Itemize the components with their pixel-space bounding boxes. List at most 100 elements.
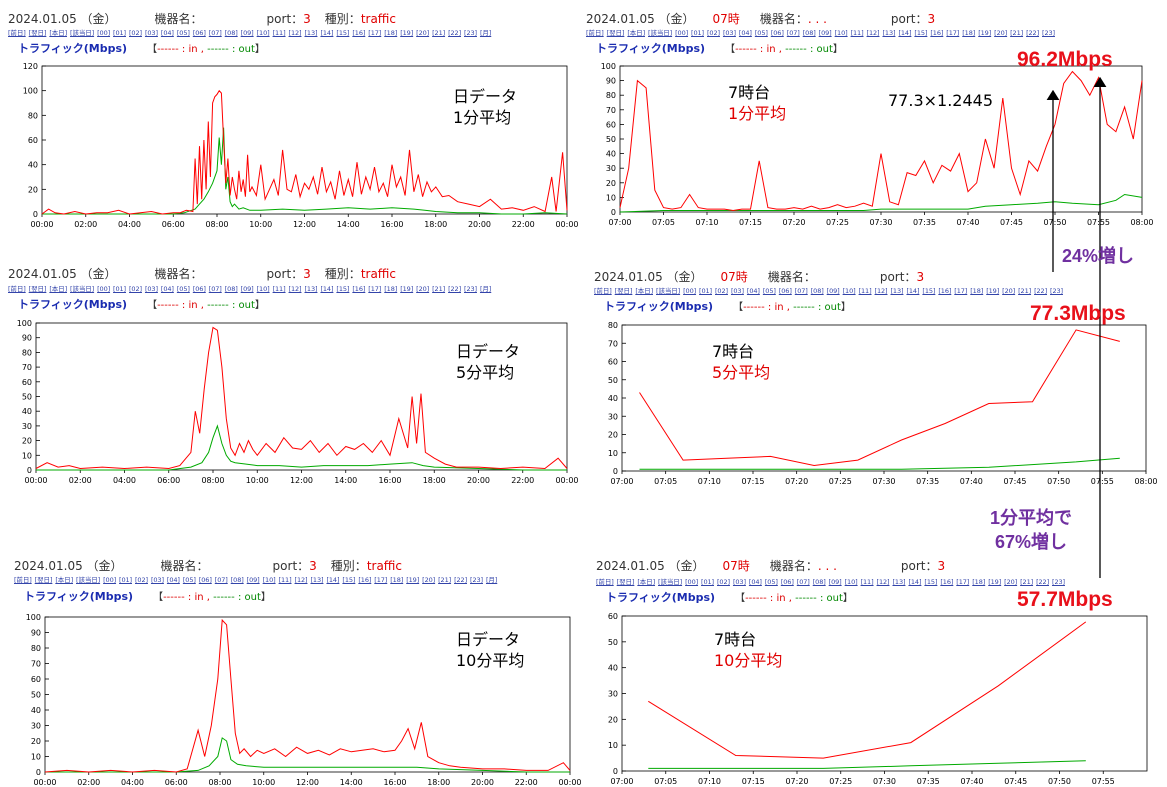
- nav-link[interactable]: [14]: [906, 287, 920, 295]
- nav-link[interactable]: [11]: [860, 578, 874, 586]
- nav-link[interactable]: [翌日]: [28, 29, 47, 37]
- nav-link[interactable]: [16]: [352, 285, 366, 293]
- nav-link[interactable]: [21]: [432, 285, 446, 293]
- nav-link[interactable]: [06]: [198, 576, 212, 584]
- nav-link[interactable]: [03]: [732, 578, 746, 586]
- nav-link[interactable]: [07]: [208, 29, 222, 37]
- nav-link[interactable]: [本日]: [49, 29, 68, 37]
- nav-link[interactable]: [03]: [730, 287, 744, 295]
- nav-link[interactable]: [17]: [946, 29, 960, 37]
- nav-link[interactable]: [20]: [416, 29, 430, 37]
- nav-link[interactable]: [07]: [786, 29, 800, 37]
- nav-link[interactable]: [04]: [166, 576, 180, 584]
- nav-link[interactable]: [05]: [764, 578, 778, 586]
- nav-link[interactable]: [11]: [858, 287, 872, 295]
- nav-link[interactable]: [20]: [994, 29, 1008, 37]
- nav-link[interactable]: [04]: [160, 285, 174, 293]
- nav-link[interactable]: [02]: [135, 576, 148, 584]
- nav-link[interactable]: [00]: [97, 29, 111, 37]
- nav-link[interactable]: [23]: [1050, 287, 1063, 295]
- nav-link[interactable]: [10]: [834, 29, 848, 37]
- nav-link[interactable]: [10]: [262, 576, 276, 584]
- nav-link[interactable]: [01]: [691, 29, 704, 37]
- nav-link[interactable]: [20]: [1002, 287, 1016, 295]
- nav-link[interactable]: [09]: [826, 287, 840, 295]
- nav-link[interactable]: [09]: [240, 285, 254, 293]
- nav-link[interactable]: [09]: [240, 29, 254, 37]
- nav-link[interactable]: [12]: [874, 287, 888, 295]
- nav-link[interactable]: [05]: [182, 576, 196, 584]
- nav-link[interactable]: [22]: [454, 576, 468, 584]
- nav-link[interactable]: [16]: [938, 287, 952, 295]
- nav-link[interactable]: [翌日]: [606, 29, 625, 37]
- nav-link[interactable]: [12]: [288, 285, 302, 293]
- nav-link[interactable]: [14]: [320, 285, 334, 293]
- nav-link[interactable]: [21]: [438, 576, 452, 584]
- nav-link[interactable]: [13]: [304, 29, 318, 37]
- nav-link[interactable]: [02]: [129, 285, 142, 293]
- nav-link[interactable]: [本日]: [635, 287, 654, 295]
- nav-link[interactable]: [20]: [422, 576, 436, 584]
- nav-link[interactable]: [13]: [890, 287, 904, 295]
- nav-link[interactable]: [19]: [978, 29, 992, 37]
- nav-link[interactable]: [13]: [892, 578, 906, 586]
- nav-link[interactable]: [09]: [818, 29, 832, 37]
- nav-link[interactable]: [15]: [336, 29, 350, 37]
- nav-link[interactable]: [前日]: [594, 287, 612, 295]
- nav-link[interactable]: [03]: [144, 285, 158, 293]
- nav-link[interactable]: [16]: [352, 29, 366, 37]
- nav-link[interactable]: [翌日]: [28, 285, 47, 293]
- nav-link[interactable]: [06]: [192, 29, 206, 37]
- nav-link[interactable]: [12]: [866, 29, 880, 37]
- nav-link[interactable]: [03]: [722, 29, 736, 37]
- nav-link[interactable]: [翌日]: [614, 287, 633, 295]
- nav-link[interactable]: [16]: [358, 576, 372, 584]
- nav-link[interactable]: [22]: [1034, 287, 1048, 295]
- nav-link[interactable]: [前日]: [586, 29, 604, 37]
- nav-link[interactable]: [11]: [272, 29, 286, 37]
- nav-link[interactable]: [01]: [113, 29, 126, 37]
- nav-link[interactable]: [10]: [842, 287, 856, 295]
- nav-link[interactable]: [07]: [796, 578, 810, 586]
- nav-link[interactable]: [00]: [683, 287, 697, 295]
- nav-link[interactable]: [01]: [119, 576, 132, 584]
- nav-link[interactable]: [00]: [675, 29, 689, 37]
- nav-link[interactable]: [22]: [1036, 578, 1050, 586]
- nav-link[interactable]: [12]: [288, 29, 302, 37]
- nav-link[interactable]: [00]: [97, 285, 111, 293]
- nav-link[interactable]: [15]: [914, 29, 928, 37]
- nav-link[interactable]: [00]: [685, 578, 699, 586]
- nav-link[interactable]: [該当日]: [658, 578, 683, 586]
- nav-link[interactable]: [23]: [1052, 578, 1065, 586]
- nav-link[interactable]: [該当日]: [70, 29, 95, 37]
- nav-link[interactable]: [20]: [1004, 578, 1018, 586]
- nav-link[interactable]: [18]: [384, 285, 398, 293]
- nav-link[interactable]: [07]: [208, 285, 222, 293]
- nav-link[interactable]: [08]: [224, 29, 238, 37]
- nav-link[interactable]: [17]: [954, 287, 968, 295]
- nav-link[interactable]: [該当日]: [76, 576, 101, 584]
- nav-link[interactable]: [13]: [304, 285, 318, 293]
- nav-link[interactable]: [該当日]: [70, 285, 95, 293]
- nav-link[interactable]: [08]: [812, 578, 826, 586]
- nav-link[interactable]: [10]: [256, 29, 270, 37]
- nav-link[interactable]: [18]: [390, 576, 404, 584]
- nav-link[interactable]: [07]: [794, 287, 808, 295]
- nav-link[interactable]: [23]: [464, 285, 477, 293]
- nav-link[interactable]: [17]: [956, 578, 970, 586]
- nav-link[interactable]: [04]: [748, 578, 762, 586]
- nav-link[interactable]: [15]: [924, 578, 938, 586]
- nav-link[interactable]: [前日]: [8, 29, 26, 37]
- nav-link[interactable]: [19]: [400, 29, 414, 37]
- nav-link[interactable]: [22]: [1026, 29, 1040, 37]
- nav-link[interactable]: [11]: [850, 29, 864, 37]
- nav-link[interactable]: [15]: [922, 287, 936, 295]
- nav-link[interactable]: [前日]: [596, 578, 614, 586]
- nav-link[interactable]: [12]: [294, 576, 308, 584]
- nav-link[interactable]: [01]: [113, 285, 126, 293]
- nav-link[interactable]: [14]: [326, 576, 340, 584]
- nav-link[interactable]: [14]: [908, 578, 922, 586]
- nav-link[interactable]: [22]: [448, 29, 462, 37]
- nav-link[interactable]: [17]: [374, 576, 388, 584]
- nav-link[interactable]: [翌日]: [34, 576, 53, 584]
